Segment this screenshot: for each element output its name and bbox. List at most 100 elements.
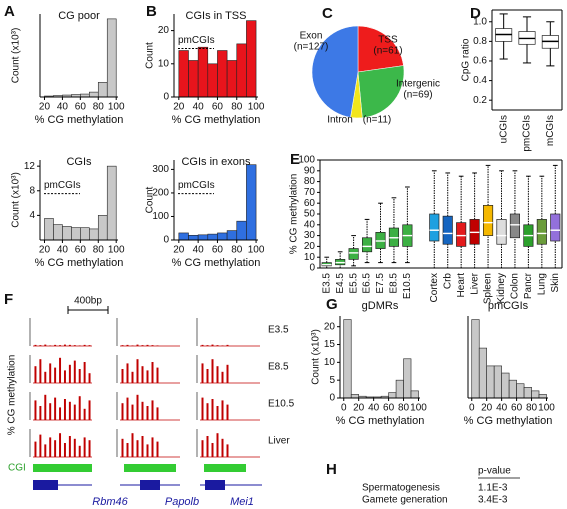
- methylation-bar: [44, 394, 47, 420]
- bar: [106, 165, 117, 241]
- x-tick-label: Spleen: [483, 273, 494, 304]
- bar: [207, 63, 218, 98]
- methylation-bar: [221, 345, 224, 346]
- y-axis-label: % CG methylation: [7, 355, 18, 436]
- methylation-bar: [54, 367, 57, 383]
- cgi-region: [204, 464, 246, 472]
- annotation: pmCGIs: [178, 35, 215, 46]
- bar: [106, 18, 117, 98]
- methylation-bar: [136, 359, 139, 383]
- x-tick-label: 60: [212, 102, 224, 113]
- bar: [178, 232, 189, 241]
- methylation-bar: [88, 345, 91, 346]
- methylation-bar: [83, 362, 86, 383]
- bar: [516, 383, 525, 399]
- y-tick-label: 0: [329, 393, 335, 404]
- cgi-region: [124, 464, 176, 472]
- y-tick-label: 100: [152, 211, 169, 222]
- y-tick-label: 0.6: [473, 56, 487, 67]
- bar: [236, 43, 247, 98]
- panel-letter: B: [146, 3, 157, 20]
- table-cell: Gamete generation: [362, 495, 448, 506]
- gene-exon: [33, 480, 58, 490]
- x-tick-label: 40: [496, 403, 508, 414]
- panel-letter: A: [4, 3, 15, 20]
- x-tick-label: 80: [398, 403, 410, 414]
- y-tick-label: 4: [29, 210, 35, 221]
- methylation-bar: [126, 363, 129, 383]
- methylation-bar: [49, 345, 52, 346]
- panel-letter: C: [322, 5, 333, 22]
- methylation-bar: [68, 401, 71, 420]
- methylation-bar: [146, 406, 149, 420]
- y-tick-label: 0: [163, 235, 169, 246]
- x-tick-label: 100: [108, 102, 125, 113]
- x-tick-label: Skin: [550, 273, 561, 292]
- x-tick-label: E4.5: [335, 273, 346, 294]
- bar: [236, 220, 247, 241]
- x-tick-label: 60: [75, 245, 87, 256]
- x-tick-label: 100: [248, 102, 265, 113]
- y-tick-label: 0.8: [473, 36, 487, 47]
- methylation-bar: [63, 370, 66, 383]
- methylation-bar: [216, 433, 219, 457]
- x-tick-label: E3.5: [321, 273, 332, 294]
- methylation-bar: [73, 360, 76, 383]
- gene-exon: [140, 480, 160, 490]
- y-tick-label: 15: [324, 339, 336, 350]
- y-tick-label: 20: [158, 25, 170, 36]
- bar: [217, 50, 228, 98]
- methylation-bar: [83, 344, 86, 346]
- x-tick-label: 20: [39, 245, 51, 256]
- x-axis-label: % CG methylation: [35, 114, 124, 126]
- methylation-bar: [34, 366, 37, 383]
- methylation-bar: [221, 400, 224, 420]
- cgi-region: [33, 464, 92, 472]
- bar: [538, 394, 547, 399]
- table-header: p-value: [478, 466, 511, 477]
- y-tick-label: 1.0: [473, 16, 487, 27]
- x-tick-label: Liver: [469, 272, 480, 294]
- methylation-bar: [201, 363, 204, 383]
- methylation-bar: [146, 444, 149, 457]
- methylation-bar: [73, 345, 76, 346]
- methylation-bar: [136, 344, 139, 346]
- methylation-bar: [126, 344, 129, 346]
- y-tick-label: 5: [329, 375, 335, 386]
- bar: [246, 164, 257, 241]
- methylation-bar: [78, 369, 81, 383]
- x-tick-label: 80: [93, 245, 105, 256]
- bar: [188, 234, 199, 241]
- y-axis-label: CpG ratio: [461, 38, 472, 81]
- y-axis-label: Count (x10³): [311, 329, 322, 385]
- methylation-bar: [59, 357, 62, 383]
- bar: [246, 20, 257, 98]
- methylation-bar: [156, 345, 159, 346]
- x-tick-label: 40: [193, 245, 205, 256]
- pie-slice: [357, 25, 404, 73]
- y-tick-label: 0: [163, 92, 169, 103]
- methylation-bar: [63, 399, 66, 420]
- bar: [217, 232, 228, 241]
- x-tick-label: 80: [231, 245, 243, 256]
- chart-title: CG poor: [58, 10, 100, 22]
- slice-value-label: (n=127): [294, 42, 329, 53]
- bar: [226, 230, 238, 241]
- bar: [531, 390, 540, 399]
- bar: [350, 394, 359, 399]
- methylation-bar: [83, 437, 86, 457]
- x-tick-label: Heart: [456, 273, 467, 298]
- bar: [493, 365, 502, 399]
- methylation-bar: [151, 437, 154, 457]
- bar: [501, 372, 510, 399]
- x-tick-label: 100: [538, 403, 555, 414]
- track-label: E8.5: [268, 362, 289, 373]
- methylation-bar: [136, 440, 139, 457]
- methylation-bar: [221, 371, 224, 383]
- methylation-bar: [136, 394, 139, 420]
- methylation-bar: [206, 436, 209, 457]
- bar: [478, 347, 487, 399]
- methylation-bar: [131, 404, 134, 420]
- y-tick-label: 60: [304, 198, 316, 209]
- table-cell: 3.4E-3: [478, 495, 508, 506]
